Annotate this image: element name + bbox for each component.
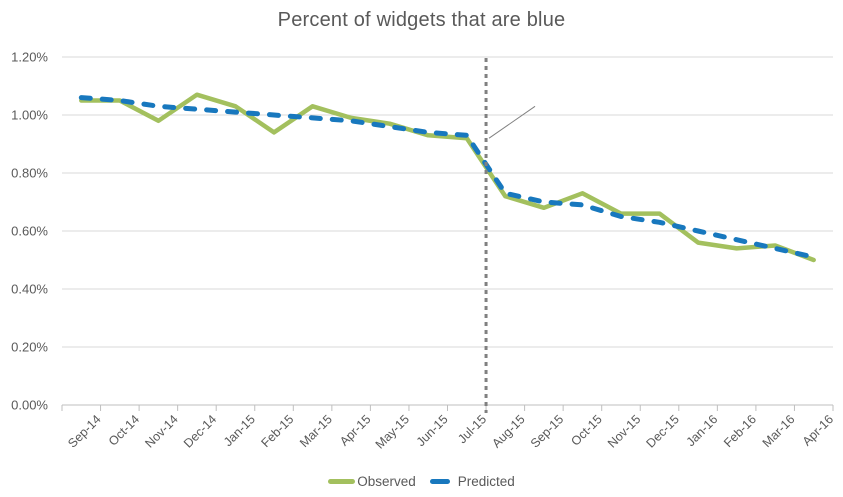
y-tick-label: 0.60%	[11, 224, 48, 239]
predicted-series-line	[78, 95, 817, 260]
y-tick-label: 0.80%	[11, 166, 48, 181]
chart-title: Percent of widgets that are blue	[277, 9, 566, 31]
legend-item-observed: Observed	[328, 474, 416, 489]
y-tick-label: 1.00%	[11, 108, 48, 123]
x-tick-label: Nov-14	[142, 412, 180, 450]
x-tick-label: Dec-15	[644, 412, 682, 450]
x-tick-label: Sep-14	[65, 412, 103, 450]
x-tick-label: Oct-14	[106, 412, 142, 448]
y-tick-label: 1.20%	[11, 50, 48, 65]
x-tick-label: Dec-14	[181, 412, 219, 450]
x-tick-label: Mar-15	[297, 412, 335, 450]
legend-item-predicted: Predicted	[429, 474, 515, 489]
x-tick-label: Jul-15	[455, 412, 489, 446]
y-tick-label: 0.20%	[11, 340, 48, 355]
x-tick-label: Jun-15	[414, 412, 451, 449]
x-tick-label: Aug-15	[489, 412, 527, 450]
x-tick-label: Apr-16	[800, 412, 836, 448]
predicted-line-marker-icon	[429, 479, 450, 484]
x-tick-label: Nov-15	[605, 412, 643, 450]
x-tick-label: Oct-15	[568, 412, 604, 448]
callout-leader-line	[488, 105, 536, 139]
observed-series-line	[79, 92, 816, 263]
legend-label-observed: Observed	[357, 474, 416, 489]
x-tick-label: May-15	[373, 412, 412, 451]
y-tick-label: 0.40%	[11, 282, 48, 297]
x-tick-label: Apr-15	[337, 412, 373, 448]
y-tick-label: 0.00%	[11, 398, 48, 413]
legend-label-predicted: Predicted	[457, 474, 515, 489]
x-tick-label: Feb-16	[721, 412, 759, 450]
x-tick-label: Jan-15	[221, 412, 258, 449]
legend: Observed Predicted	[0, 474, 843, 489]
x-tick-label: Sep-15	[528, 412, 566, 450]
x-tick-label: Feb-15	[259, 412, 297, 450]
observed-line-marker-icon	[328, 479, 356, 484]
x-tick-label: Jan-16	[684, 412, 721, 449]
x-tick-label: Mar-16	[760, 412, 798, 450]
